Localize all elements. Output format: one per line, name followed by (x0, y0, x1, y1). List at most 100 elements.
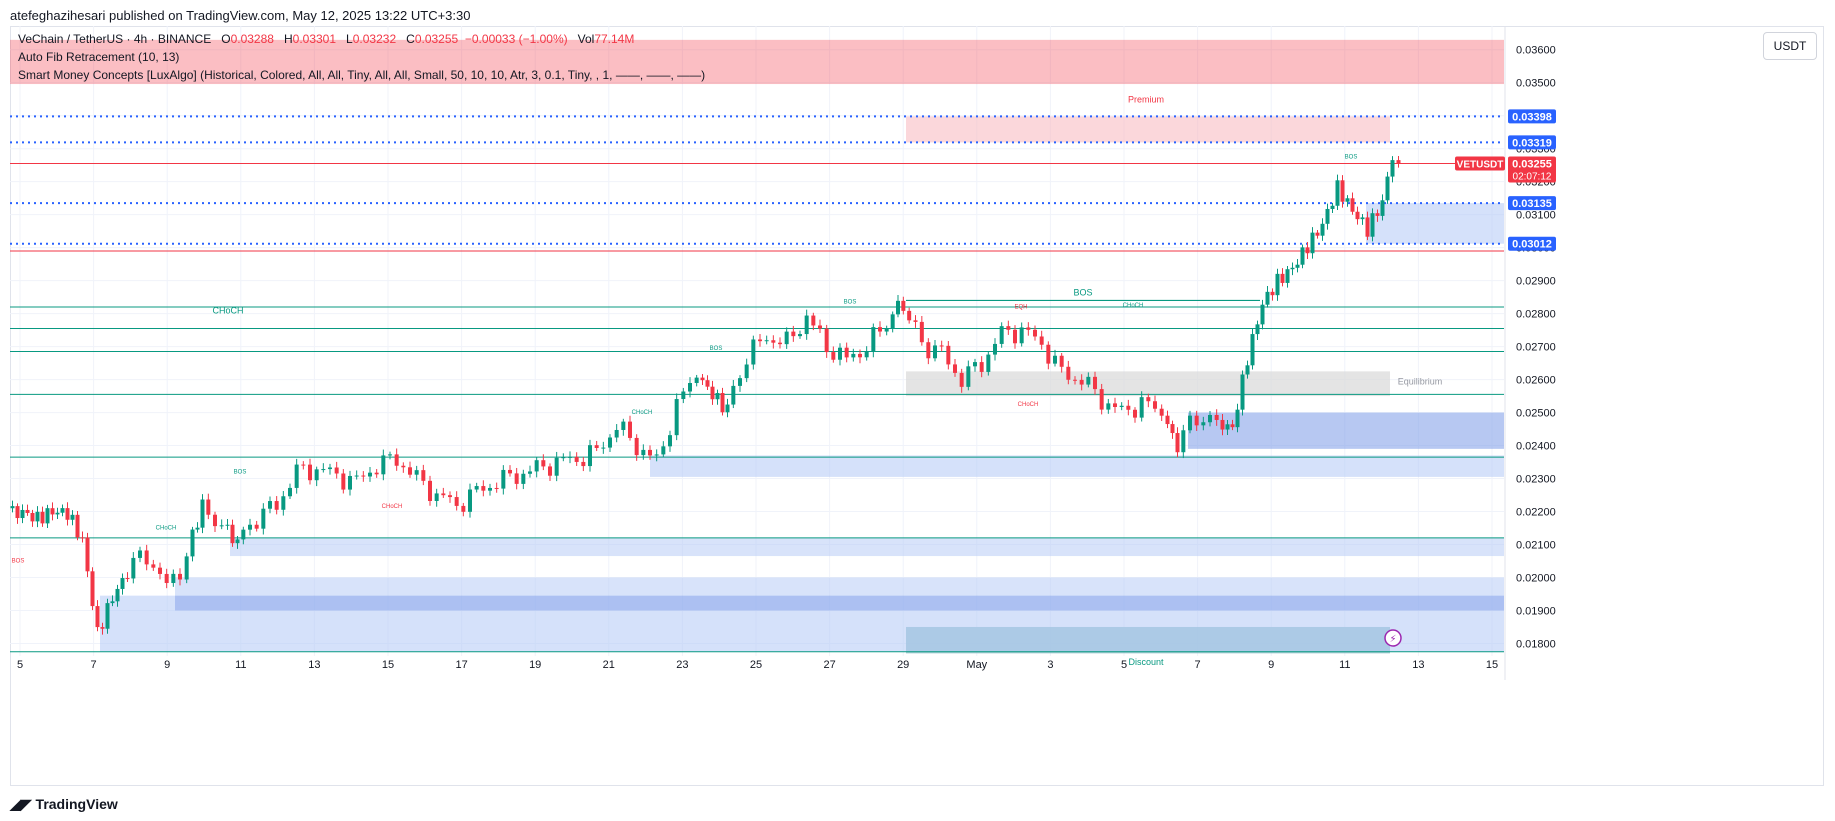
candle-body (454, 497, 459, 506)
x-tick-label: 5 (17, 659, 23, 671)
x-tick-label: 11 (235, 659, 246, 671)
candle-body (1335, 180, 1340, 206)
candle-body (1066, 366, 1071, 380)
x-tick-label: 7 (1195, 659, 1201, 671)
fib-price-tag (1508, 135, 1556, 150)
candle-body (959, 372, 964, 387)
candle-body (206, 499, 211, 515)
candle-body (1165, 415, 1170, 425)
candle-body (261, 508, 266, 529)
candle-body (1188, 415, 1192, 431)
smc-zones (10, 39, 1504, 654)
candle-body (751, 339, 756, 365)
candle-body (608, 437, 612, 448)
candle-body (501, 469, 506, 489)
candle-body (294, 464, 299, 488)
candle-body (1396, 160, 1401, 164)
legend-h-value: 0.03301 (292, 32, 337, 46)
candle-body (1325, 208, 1330, 224)
candle-body (688, 383, 692, 392)
premium-band-top (10, 39, 1504, 85)
candle-body (986, 354, 991, 372)
candle-body (481, 486, 486, 491)
candle-body (1370, 213, 1375, 237)
candle-body (354, 475, 359, 477)
y-tick-label: 0.02400 (1516, 441, 1556, 453)
candle-body (200, 499, 205, 528)
candle-body (514, 473, 519, 484)
candle-body (851, 353, 856, 358)
y-tick-label: 0.02900 (1516, 276, 1556, 288)
fib-price-tag (1508, 236, 1556, 251)
candle-body (1175, 433, 1180, 453)
candle-body (401, 465, 406, 468)
candle-body (314, 469, 319, 481)
candle-body (919, 321, 924, 343)
legend-indicator-smc[interactable]: Smart Money Concepts [LuxAlgo] (Historic… (18, 68, 706, 82)
candle-body (178, 573, 182, 580)
candle-body (641, 449, 646, 456)
candle-body (561, 457, 566, 459)
candle-body (771, 340, 776, 343)
candle-body (1365, 217, 1370, 237)
candle-body (428, 480, 432, 501)
x-tick-label: 9 (1268, 659, 1274, 671)
bos-label-4: BOS (1345, 155, 1358, 161)
x-tick-label: 3 (1047, 659, 1053, 671)
candle-body (521, 473, 526, 484)
candle-body (694, 377, 699, 384)
x-tick-label: 15 (382, 659, 394, 671)
candle-body (288, 487, 292, 497)
candle-body (144, 550, 149, 565)
candle-body (818, 325, 822, 329)
y-tick-label: 0.02000 (1516, 572, 1556, 584)
candle-body (1033, 329, 1037, 337)
bos-label-left: BOS (12, 559, 25, 565)
candle-body (738, 378, 742, 386)
candle-body (1093, 376, 1097, 390)
candle-body (1073, 379, 1077, 381)
price-axis[interactable]: 0.036000.035000.034000.033000.032000.031… (1455, 26, 1556, 680)
candle-body (10, 506, 15, 509)
candle-body (1181, 430, 1186, 453)
candle-body (1380, 200, 1385, 216)
candle-body (1220, 419, 1225, 430)
fib-price-tag-text: 0.03319 (1512, 137, 1552, 149)
candle-body (1330, 205, 1335, 209)
order-block-6 (100, 595, 1504, 652)
symbol-tag-text: VETUSDT (1457, 160, 1504, 171)
candle-body (824, 328, 829, 353)
candle-body (1290, 267, 1295, 270)
candle-body (1046, 344, 1051, 364)
legend-c-label: C (406, 32, 415, 46)
candle-body (468, 489, 472, 512)
candle-body (394, 454, 399, 466)
x-tick-label: 21 (603, 659, 615, 671)
y-tick-label: 0.01900 (1516, 605, 1556, 617)
currency-button[interactable]: USDT (1763, 32, 1817, 60)
candle-body (1133, 409, 1137, 418)
candle-body (1255, 324, 1260, 335)
candle-body (100, 627, 105, 629)
candle-body (230, 524, 235, 544)
time-axis[interactable]: 5 7 9 11 13 15 17 19 21 23 25 27 29 May 3 5 7 9 11 13 15 (17, 659, 1498, 671)
candle-body (1260, 304, 1265, 325)
candle-body (1375, 213, 1380, 216)
candle-body (1355, 211, 1360, 220)
candle-body (973, 362, 977, 367)
candle-body (614, 429, 619, 438)
candle-body (534, 460, 539, 472)
premium-label: Premium (1128, 95, 1164, 105)
candle-body (634, 437, 639, 456)
x-tick-label: 27 (823, 659, 835, 671)
candle-body (1059, 355, 1064, 367)
candle-body (953, 364, 957, 373)
candle-body (528, 471, 532, 474)
candle-body (474, 486, 479, 490)
candle-body (190, 529, 195, 557)
fib-price-tag (1508, 109, 1556, 124)
price-chart[interactable]: Premium Equilibrium Discount BOS CHoCH BOS BOS… (10, 26, 1824, 786)
candle-body (388, 454, 392, 456)
candle-body (890, 314, 895, 329)
legend-indicator-fib[interactable]: Auto Fib Retracement (10, 13) (18, 50, 180, 64)
